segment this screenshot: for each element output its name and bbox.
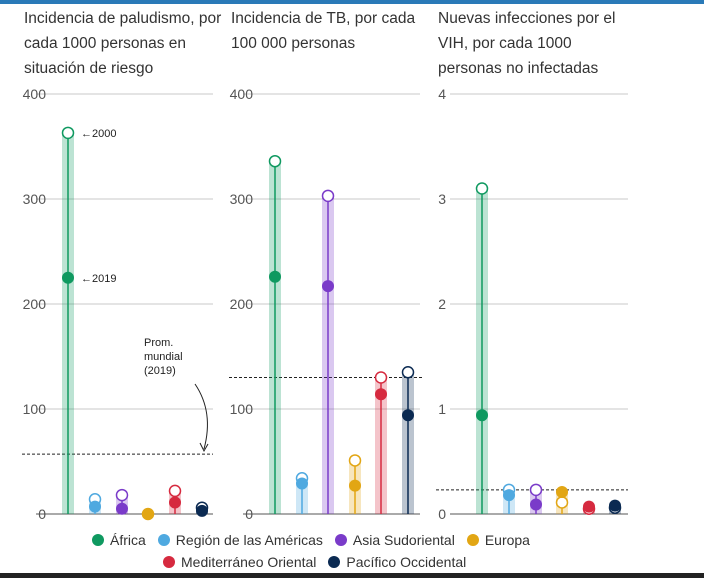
y-tick-label: 100	[23, 401, 47, 417]
legend-swatch	[328, 556, 341, 568]
marker-2019	[296, 477, 308, 490]
marker-2000	[168, 484, 182, 498]
legend-row-1: África Región de las Américas Asia Sudor…	[92, 532, 530, 548]
marker-2019	[609, 499, 621, 512]
legend-swatch	[466, 534, 479, 546]
legend-item-south-east-asia: Asia Sudoriental	[334, 532, 455, 548]
legend-swatch	[334, 534, 347, 546]
legend-label: Europa	[484, 532, 530, 548]
legend-row-2: Mediterráneo Oriental Pacífico Occidenta…	[163, 554, 466, 570]
legend-swatch	[92, 534, 104, 546]
bottom-bar	[0, 573, 704, 578]
reference-arrow	[194, 383, 208, 450]
marker-2000	[61, 126, 75, 140]
marker-2000	[529, 483, 543, 497]
annotation-2000: ←2000	[81, 128, 116, 140]
legend-label: Región de las Américas	[175, 532, 323, 548]
marker-2019	[196, 504, 208, 517]
marker-2000	[475, 182, 489, 195]
marker-2000	[374, 371, 388, 384]
marker-2019	[530, 498, 542, 511]
y-tick-label: 200	[230, 296, 254, 312]
y-tick-label: 200	[23, 296, 47, 312]
marker-2019	[169, 496, 181, 509]
top-accent-bar	[0, 0, 704, 4]
marker-2019	[476, 409, 488, 422]
legend-item-africa: África	[92, 532, 146, 548]
marker-2019	[349, 479, 361, 492]
marker-2019	[269, 270, 281, 283]
marker-2000	[268, 154, 282, 168]
marker-2000	[115, 488, 129, 502]
legend-item-western-pacific: Pacífico Occidental	[328, 554, 466, 570]
y-tick-label: 3	[438, 191, 446, 207]
panel-title-malaria: Incidencia de paludismo, por cada 1000 p…	[24, 10, 222, 77]
y-tick-label: 0	[438, 506, 446, 522]
marker-2019	[556, 485, 568, 498]
marker-2019	[142, 508, 154, 520]
y-tick-label: 2	[438, 296, 446, 312]
panel-title-tb: Incidencia de TB, por cada 100 000 perso…	[231, 10, 416, 52]
y-tick-label: 0	[245, 506, 253, 522]
marker-2019	[503, 489, 515, 502]
marker-2019	[62, 271, 74, 284]
marker-2019	[322, 280, 334, 293]
marker-2000	[348, 454, 362, 467]
legend-label: Asia Sudoriental	[352, 532, 455, 548]
legend-label: Mediterráneo Oriental	[181, 554, 317, 570]
legend-swatch	[163, 556, 175, 568]
marker-2000	[555, 496, 569, 509]
legend-item-americas: Región de las Américas	[157, 532, 323, 548]
y-tick-label: 300	[230, 191, 254, 207]
y-tick-label: 100	[230, 401, 254, 417]
marker-2019	[583, 500, 595, 513]
marker-2019	[116, 502, 128, 515]
legend-item-europe: Europa	[466, 532, 530, 548]
marker-2019	[402, 409, 414, 422]
marker-2019	[375, 388, 387, 401]
y-tick-label: 400	[230, 86, 254, 102]
y-tick-label: 0	[38, 506, 46, 522]
legend-swatch	[157, 534, 170, 546]
marker-2019	[89, 500, 101, 513]
legend-label: África	[110, 532, 146, 548]
y-tick-label: 400	[23, 86, 47, 102]
y-tick-label: 4	[438, 86, 446, 102]
legend-label: Pacífico Occidental	[346, 554, 467, 570]
panel-title-hiv: Nuevas infecciones por el VIH, por cada …	[438, 10, 616, 77]
annotation-2019: ←2019	[81, 273, 116, 285]
y-tick-label: 1	[438, 401, 446, 417]
legend-item-eastern-mediterranean: Mediterráneo Oriental	[163, 554, 316, 570]
y-tick-label: 300	[23, 191, 47, 207]
marker-2000	[401, 366, 415, 379]
marker-2000	[321, 189, 335, 203]
reference-line-label: Prom. mundial (2019)	[144, 337, 183, 377]
reference-arrowhead	[199, 442, 209, 453]
